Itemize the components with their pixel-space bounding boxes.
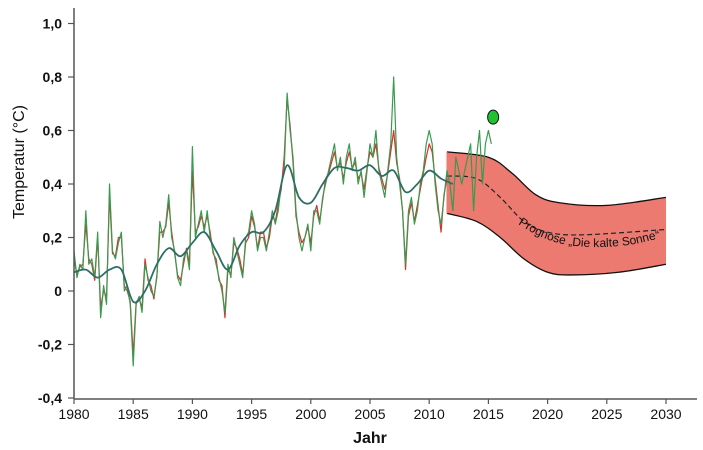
y-tick-label: 0,8 [43, 69, 63, 85]
x-tick-label: 2005 [354, 406, 385, 422]
series-smoothed [73, 164, 454, 304]
y-axis-label: Temperatur (°C) [11, 105, 28, 219]
y-tick-label: 0,6 [43, 123, 63, 139]
x-tick-label: 1995 [236, 406, 267, 422]
x-tick-label: 2000 [295, 406, 326, 422]
y-tick-label: -0,4 [38, 390, 62, 406]
forecast-band [446, 151, 666, 275]
x-tick-label: 1980 [58, 406, 89, 422]
x-tick-label: 1990 [177, 406, 208, 422]
current-value-marker [487, 109, 500, 125]
y-tick-label: 0,2 [43, 230, 63, 246]
x-axis-label: Jahr [353, 430, 387, 447]
x-tick-label: 2030 [650, 406, 681, 422]
forecast-median-line [446, 175, 667, 236]
y-tick-label: -0,2 [38, 337, 62, 353]
forecast-upper-bound [446, 151, 667, 207]
forecast-lower-bound [446, 212, 667, 276]
x-tick-label: 2020 [532, 406, 563, 422]
x-tick-label: 1985 [118, 406, 149, 422]
series-green [73, 76, 492, 367]
y-tick-label: 0,4 [43, 176, 63, 192]
x-tick-label: 2010 [414, 406, 445, 422]
x-tick-label: 2015 [473, 406, 504, 422]
y-tick-label: 1,0 [43, 16, 63, 32]
x-tick-label: 2025 [591, 406, 622, 422]
y-tick-label: 0 [54, 283, 62, 299]
